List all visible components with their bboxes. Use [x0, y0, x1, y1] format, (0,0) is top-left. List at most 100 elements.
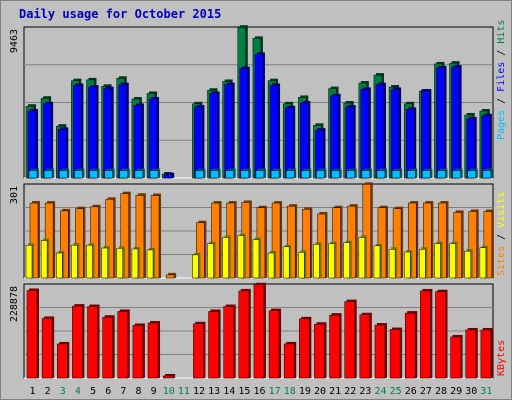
visits-bar — [131, 248, 139, 279]
pages-bar — [59, 170, 68, 179]
x-tick-label: 19 — [299, 386, 311, 397]
files-bar — [330, 95, 339, 179]
kbytes-bar — [450, 336, 461, 379]
pages-bar — [270, 170, 280, 179]
kbytes-bar — [329, 314, 340, 379]
pages-bar — [361, 170, 371, 179]
kbytes-bar — [389, 329, 401, 379]
files-bar — [27, 110, 37, 179]
kbytes-bar — [238, 290, 250, 379]
kbytes-bar — [26, 290, 38, 379]
x-tick-label: 16 — [253, 386, 265, 397]
x-tick-label: 27 — [420, 386, 432, 397]
kbytes-bar — [374, 324, 386, 379]
legend-sites-panel: Sites / Visits — [496, 192, 507, 276]
files-bar — [405, 109, 415, 179]
pages-bar — [376, 170, 386, 179]
visits-bar — [449, 243, 456, 279]
x-tick-label: 7 — [120, 386, 126, 397]
visits-bar — [298, 252, 305, 279]
files-bar — [194, 106, 203, 179]
x-tick-label: 15 — [238, 386, 250, 397]
kbytes-bar — [208, 311, 219, 379]
visits-bar — [207, 243, 214, 279]
visits-bar — [146, 249, 154, 279]
visits-bar — [358, 237, 366, 279]
x-tick-label: 4 — [75, 386, 81, 397]
y-max-label-hits: 9463 — [9, 29, 20, 53]
kbytes-bar — [193, 323, 204, 379]
pages-bar — [195, 170, 204, 179]
pages-bar — [331, 170, 340, 179]
visits-bar — [282, 246, 290, 279]
pages-bar — [225, 170, 234, 179]
pages-bar — [316, 170, 325, 179]
x-tick-label: 10 — [163, 386, 175, 397]
visits-bar — [388, 249, 396, 279]
x-tick-label: 23 — [359, 386, 371, 397]
kbytes-bar — [299, 318, 310, 379]
kbytes-bar — [268, 310, 280, 379]
kbytes-bar — [480, 329, 492, 379]
x-tick-label: 6 — [105, 386, 111, 397]
x-tick-label: 22 — [344, 386, 356, 397]
x-tick-label: 24 — [375, 386, 387, 397]
pages-bar — [240, 170, 250, 179]
y-max-label-sites: 301 — [9, 186, 20, 204]
files-bar — [269, 85, 279, 179]
visits-bar — [434, 243, 441, 279]
x-tick-label: 28 — [435, 386, 447, 397]
pages-bar — [149, 170, 159, 179]
kbytes-bar — [404, 312, 416, 379]
visits-bar — [116, 248, 124, 279]
kbytes-bar — [359, 314, 371, 379]
legend-hits: Hits — [496, 20, 507, 44]
x-tick-label: 21 — [329, 386, 341, 397]
visits-bar — [25, 244, 33, 279]
x-tick-label: 5 — [90, 386, 96, 397]
pages-bar — [285, 170, 295, 179]
kbytes-bar — [57, 343, 68, 379]
files-bar — [42, 103, 52, 179]
files-bar — [163, 174, 173, 179]
x-tick-label: 30 — [465, 386, 477, 397]
x-tick-label: 26 — [405, 386, 417, 397]
legend-sites: Sites — [496, 246, 507, 276]
chart-title: Daily usage for October 2015 — [19, 7, 222, 21]
files-bar — [300, 102, 309, 179]
pages-bar — [89, 170, 98, 179]
kbytes-bar — [102, 316, 113, 379]
visits-bar — [464, 250, 471, 279]
files-bar — [375, 84, 385, 179]
kbytes-bar — [223, 306, 234, 379]
visits-bar — [328, 243, 335, 279]
x-tick-label: 17 — [269, 386, 281, 397]
files-bar — [360, 89, 370, 179]
pages-bar — [467, 170, 476, 179]
x-tick-label: 13 — [208, 386, 220, 397]
kbytes-bar — [435, 291, 446, 379]
legend-visits: Visits — [496, 192, 507, 228]
kbytes-bar — [147, 322, 159, 379]
visits-bar — [479, 247, 487, 279]
kbytes-bar — [41, 318, 53, 379]
pages-bar — [119, 170, 129, 179]
kbytes-bar — [314, 323, 325, 379]
visits-bar — [252, 239, 260, 279]
kbytes-bar — [253, 284, 265, 379]
files-bar — [88, 86, 97, 179]
x-tick-label: 18 — [284, 386, 296, 397]
x-tick-label: 14 — [223, 386, 235, 397]
files-bar — [254, 54, 264, 179]
visits-bar — [71, 244, 78, 279]
pages-bar — [437, 170, 446, 179]
visits-bar — [343, 242, 350, 279]
legend-kbytes-panel: KBytes — [496, 340, 507, 376]
visits-bar — [403, 251, 411, 279]
x-tick-label: 29 — [450, 386, 462, 397]
files-bar — [390, 89, 400, 179]
files-bar — [239, 68, 249, 179]
files-bar — [133, 105, 143, 179]
